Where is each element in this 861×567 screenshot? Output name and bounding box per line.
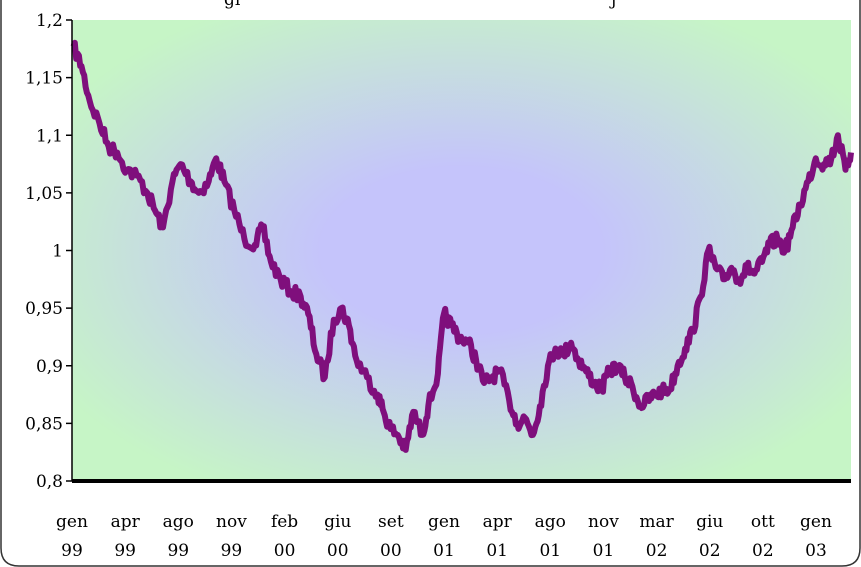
x-tick-label-month: ago [163,512,194,532]
y-tick-label: 1 [52,242,63,262]
x-tick-layer: gen 99 apr 99 ago 99 nov 99 feb 00 giu 00 set 00 gen 01… [56,512,832,561]
x-tick-label-month: feb [271,512,298,532]
x-tick-label-year: 01 [593,541,615,561]
y-tick-label: 0,95 [25,299,63,319]
y-tick-label: 0,9 [36,357,63,377]
x-tick-label-year: 99 [114,541,136,561]
x-tick-label-month: gen [800,512,832,532]
x-tick-label-year: 99 [221,541,243,561]
y-tick-label: 0,8 [36,472,63,492]
x-tick-label-month: set [378,512,404,532]
y-tick-layer: 0,8 0,85 0,9 0,95 1 1,05 1,1 1,15 1,2 [25,11,72,492]
x-tick-label-month: ago [535,512,566,532]
y-tick-label: 1,2 [36,11,63,31]
y-tick-label: 1,15 [25,69,63,89]
x-tick-label-year: 01 [539,541,561,561]
series-layer [70,39,854,453]
x-tick-label-month: giu [324,512,351,532]
x-tick-label-month: gen [428,512,460,532]
x-tick-label-year: 99 [167,541,189,561]
x-tick-label-month: gen [56,512,88,532]
x-tick-label-month: ott [751,512,775,532]
x-tick-label-month: apr [483,512,513,532]
x-tick-label-year: 02 [699,541,721,561]
chart-title-fragment: gi [224,0,241,10]
x-tick-label-year: 00 [327,541,349,561]
x-tick-label-month: apr [111,512,141,532]
chart-title-fragment-2: j [609,0,616,10]
y-tick-label: 1,1 [36,126,63,146]
x-tick-label-year: 03 [805,541,827,561]
x-tick-label-year: 02 [752,541,774,561]
x-tick-label-month: giu [696,512,723,532]
x-tick-label-year: 00 [274,541,296,561]
series-line-0 [70,39,854,453]
x-tick-label-month: mar [639,512,674,532]
x-tick-label-month: nov [216,512,247,532]
x-tick-label-year: 02 [646,541,668,561]
x-tick-label-month: nov [588,512,619,532]
x-tick-label-year: 01 [433,541,455,561]
x-tick-label-year: 00 [380,541,402,561]
x-tick-label-year: 01 [486,541,508,561]
plot-area [72,20,851,481]
y-tick-label: 1,05 [25,184,63,204]
x-tick-label-year: 99 [61,541,83,561]
y-tick-label: 0,85 [25,414,63,434]
